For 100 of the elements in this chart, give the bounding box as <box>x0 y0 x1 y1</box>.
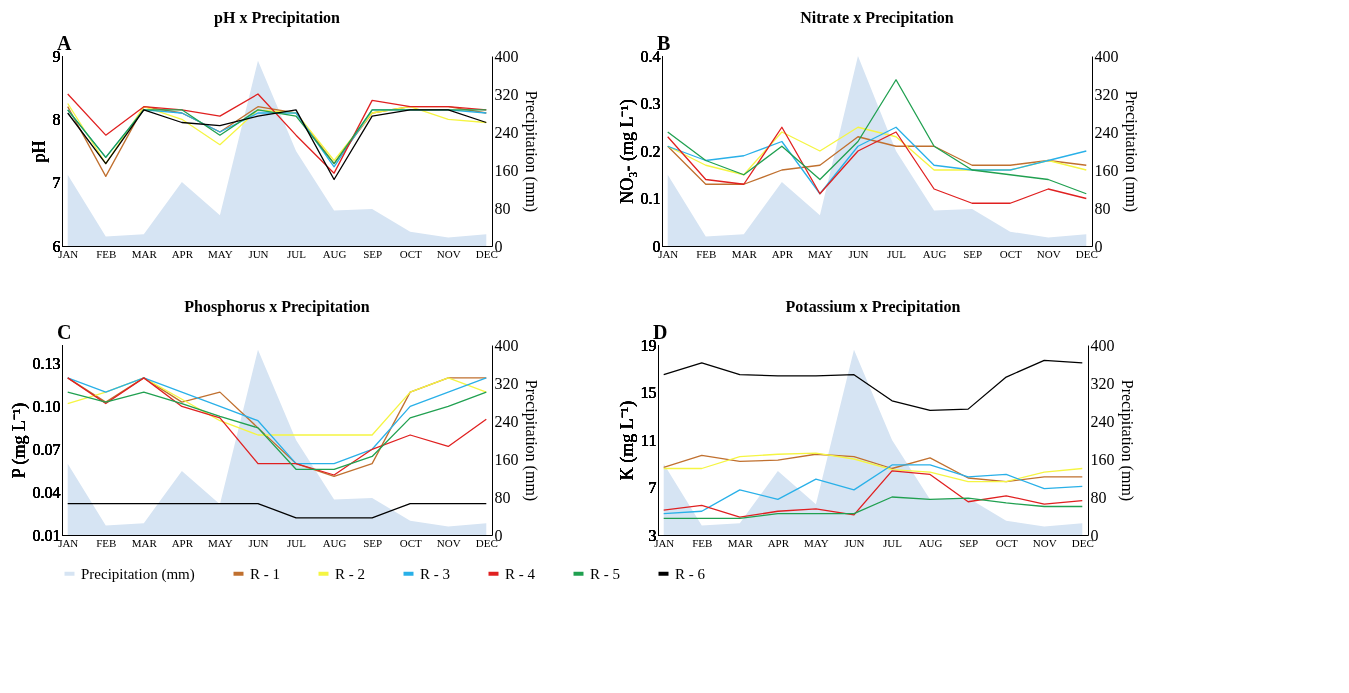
x-tick-label: MAR <box>131 536 158 549</box>
y2-tick-label: 80 <box>1094 199 1111 217</box>
x-tick-label: MAR <box>731 247 758 260</box>
y-tick-label: 8 <box>52 110 61 128</box>
line-series <box>663 464 1083 515</box>
chart-title: pH x Precipitation <box>214 9 341 27</box>
y-tick-label: 0.07 <box>32 440 61 458</box>
line-series <box>667 136 1087 185</box>
y-tick-label: 0 <box>652 237 661 255</box>
x-tick-label: MAY <box>804 536 829 549</box>
x-tick-label: JUL <box>883 536 903 549</box>
y-axis-title: P (mg L⁻¹) <box>8 402 30 479</box>
y2-tick-label: 320 <box>1090 374 1115 392</box>
y-tick-label: 3 <box>648 526 657 544</box>
y2-tick-label: 80 <box>494 488 511 506</box>
y2-tick-label: 80 <box>494 199 511 217</box>
x-tick-label: OCT <box>995 536 1018 549</box>
line-series <box>67 377 487 436</box>
y-tick-label: 7 <box>648 479 657 496</box>
y-tick-label: 0.1 <box>640 190 661 207</box>
x-tick-label: OCT <box>999 247 1022 260</box>
x-tick-label: SEP <box>363 536 383 549</box>
y2-tick-label: 240 <box>494 123 519 141</box>
x-tick-label: JUN <box>248 247 269 260</box>
x-tick-label: AUG <box>322 536 347 549</box>
x-tick-label: JUL <box>287 247 307 260</box>
y-tick-label: 15 <box>640 384 657 401</box>
y-tick-label: 7 <box>52 174 61 192</box>
y-tick-label: 0.13 <box>32 355 61 373</box>
line-series <box>663 359 1083 411</box>
legend-label: Precipitation (mm) <box>81 565 195 583</box>
y2-tick-label: 240 <box>1094 123 1119 141</box>
x-tick-label: MAY <box>208 247 233 260</box>
x-tick-label: NOV <box>436 247 461 260</box>
x-tick-label: NOV <box>1036 247 1061 260</box>
x-tick-label: JUN <box>844 536 865 549</box>
y2-tick-label: 80 <box>1090 488 1107 506</box>
x-tick-label: OCT <box>399 247 422 260</box>
x-tick-label: APR <box>171 247 194 260</box>
y-tick-label: 11 <box>641 431 657 449</box>
line-series <box>663 496 1083 520</box>
x-tick-label: NOV <box>1032 536 1057 549</box>
x-tick-label: JUL <box>287 536 307 549</box>
x-tick-label: AUG <box>922 247 947 260</box>
y2-tick-label: 160 <box>1090 450 1115 468</box>
x-tick-label: FEB <box>696 247 717 260</box>
y2-tick-label: 160 <box>494 161 519 179</box>
y2-axis-title: Precipitation (mm) <box>521 379 540 502</box>
y2-tick-label: 320 <box>494 374 519 392</box>
x-tick-label: APR <box>171 536 194 549</box>
x-tick-label: APR <box>771 247 794 260</box>
x-tick-label: JAN <box>58 536 79 549</box>
x-tick-label: APR <box>767 536 790 549</box>
y-tick-label: 6 <box>52 237 61 255</box>
y-axis-title: NO₃- (mg L⁻¹) <box>616 99 638 204</box>
x-tick-label: SEP <box>363 247 383 260</box>
legend-label: R - 5 <box>590 565 620 582</box>
y-axis-title: K (mg L⁻¹) <box>616 400 638 481</box>
y2-axis-title: Precipitation (mm) <box>1117 379 1136 502</box>
y2-tick-label: 160 <box>1094 161 1119 179</box>
y2-tick-label: 320 <box>1094 85 1119 103</box>
y-tick-label: 0.04 <box>32 483 61 501</box>
legend-label: R - 2 <box>335 565 365 582</box>
legend-label: R - 6 <box>675 565 706 582</box>
x-tick-label: AUG <box>322 247 347 260</box>
y-axis-title: pH <box>28 140 49 163</box>
y2-tick-label: 0 <box>494 237 503 255</box>
text: C <box>57 321 72 343</box>
x-tick-label: MAY <box>808 247 833 260</box>
legend-label: R - 4 <box>505 565 536 582</box>
x-tick-label: MAR <box>727 536 754 549</box>
x-tick-label: FEB <box>692 536 713 549</box>
chart-title: Nitrate x Precipitation <box>800 9 954 27</box>
x-tick-label: MAR <box>131 247 158 260</box>
legend-label: R - 1 <box>250 565 280 582</box>
x-tick-label: MAY <box>208 536 233 549</box>
x-tick-label: JUN <box>248 536 269 549</box>
y2-axis-title: Precipitation (mm) <box>1121 90 1140 213</box>
legend-label: R - 3 <box>420 565 450 582</box>
x-tick-label: SEP <box>959 536 979 549</box>
y2-tick-label: 240 <box>494 412 519 430</box>
y-tick-label: 0.3 <box>640 95 661 112</box>
x-tick-label: FEB <box>96 247 117 260</box>
y2-tick-label: 400 <box>1094 47 1119 65</box>
x-tick-label: JUN <box>848 247 869 260</box>
y-tick-label: 0.10 <box>32 397 61 415</box>
y2-tick-label: 160 <box>494 450 519 468</box>
y2-tick-label: 0 <box>1090 526 1099 544</box>
y-tick-label: 0.2 <box>640 142 661 160</box>
y2-tick-label: 240 <box>1090 412 1115 430</box>
x-tick-label: SEP <box>963 247 983 260</box>
x-tick-label: FEB <box>96 536 117 549</box>
line-series <box>67 391 487 470</box>
y2-tick-label: 400 <box>1090 336 1115 354</box>
y2-tick-label: 400 <box>494 47 519 65</box>
y2-tick-label: 320 <box>494 85 519 103</box>
x-tick-label: AUG <box>918 536 943 549</box>
x-tick-label: JUL <box>887 247 907 260</box>
x-tick-label: OCT <box>399 536 422 549</box>
line-series <box>663 470 1083 518</box>
